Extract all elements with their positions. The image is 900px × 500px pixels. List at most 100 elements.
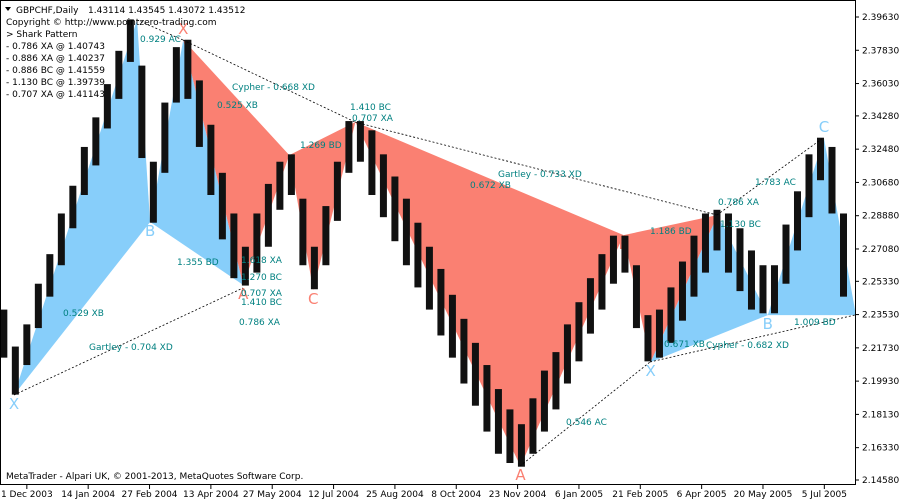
y-tick-label: 2.25330 [862, 277, 899, 287]
annotation: 0.671 XB [664, 340, 705, 350]
price-bar [310, 246, 318, 290]
info-line: - 0.707 XA @ 1.41143 [6, 90, 105, 100]
price-bar [506, 409, 514, 464]
annotation: 1.355 BD [177, 258, 219, 268]
price-bar [575, 302, 583, 362]
menu-arrow[interactable] [5, 7, 11, 11]
annotation: 1.783 AC [755, 178, 796, 188]
price-bar [425, 246, 433, 310]
price-bar [713, 209, 721, 251]
price-bar [161, 102, 169, 173]
price-bar [609, 235, 617, 284]
x-tick-label: 13 Apr 2004 [183, 490, 239, 500]
ratio-lines [13, 19, 856, 467]
info-line: > Shark Pattern [6, 30, 78, 40]
annotation: 1.410 BC [350, 103, 391, 113]
annotation: 1.009 BD [794, 318, 836, 328]
price-bar [253, 213, 261, 273]
y-tick-label: 2.36030 [862, 80, 899, 90]
price-bar [644, 315, 652, 362]
y-tick-label: 2.16330 [862, 444, 899, 454]
price-bar [276, 161, 284, 210]
x-tick-label: 23 Nov 2004 [489, 490, 547, 500]
price-bar [356, 121, 364, 162]
price-bar [126, 19, 134, 62]
info-line: Copyright © http://www.pointzero-trading… [6, 18, 216, 28]
price-bar [368, 130, 376, 195]
price-bar [759, 265, 767, 314]
price-bar [563, 324, 571, 384]
price-bar [402, 198, 410, 266]
price-bar [540, 370, 548, 432]
x-tick-label: 25 Aug 2004 [366, 490, 424, 500]
price-bar [287, 154, 295, 195]
price-bar [552, 352, 560, 410]
y-tick-label: 2.32480 [862, 145, 899, 155]
price-bar [184, 39, 192, 99]
x-tick-label: 6 Apr 2005 [677, 490, 727, 500]
price-bar [34, 283, 42, 329]
symbol-title: GBPCHF,Daily [16, 6, 79, 16]
price-bar [483, 365, 491, 432]
price-bar [448, 294, 456, 358]
y-tick-label: 2.23530 [862, 311, 899, 321]
quote: 1.43114 1.43545 1.43072 1.43512 [88, 6, 245, 16]
annotation: 0.529 XB [63, 309, 104, 319]
harmonic-pattern [650, 214, 768, 363]
price-bar [46, 254, 54, 297]
price-bar [460, 318, 468, 384]
price-bar [736, 228, 744, 292]
price-bar [207, 124, 215, 195]
price-bar [816, 137, 824, 181]
price-bar [793, 191, 801, 251]
price-bar [345, 121, 353, 173]
info-line: - 0.886 XA @ 1.40237 [6, 54, 105, 64]
annotation: Gartley - 0.704 XD [89, 343, 173, 353]
pattern-point-label: A [238, 285, 249, 303]
price-bar [805, 154, 813, 218]
price-bar [690, 235, 698, 297]
price-bar [115, 50, 123, 99]
x-tick-label: 27 May 2004 [243, 490, 302, 500]
annotation: 0.546 AC [566, 418, 607, 428]
annotation: 1.130 BC [720, 220, 761, 230]
y-tick-label: 2.28880 [862, 212, 899, 222]
annotation: 0.707 XA [352, 114, 394, 124]
price-bar [517, 424, 525, 467]
price-bar [80, 146, 88, 195]
pattern-point-label: C [819, 118, 829, 136]
price-bar [770, 265, 778, 314]
y-tick-label: 2.19930 [862, 377, 899, 387]
ratio-line [649, 314, 856, 363]
x-tick-label: 1 Dec 2003 [1, 490, 53, 500]
x-tick-label: 27 Feb 2004 [122, 490, 178, 500]
price-bar [92, 117, 100, 166]
price-bars [0, 19, 847, 467]
price-bar [471, 342, 479, 406]
price-bar [494, 389, 502, 454]
pattern-point-label: C [308, 290, 318, 308]
harmonic-pattern [767, 138, 856, 316]
price-bar [218, 172, 226, 240]
pattern-point-label: B [763, 315, 773, 333]
info-line: - 0.786 XA @ 1.40743 [6, 42, 105, 52]
y-tick-label: 2.18130 [862, 410, 899, 420]
pattern-point-label: X [178, 20, 188, 38]
price-bar [379, 154, 387, 218]
x-tick-label: 21 Feb 2005 [612, 490, 668, 500]
price-bar [839, 213, 847, 297]
annotation: 0.929 AC [140, 35, 181, 45]
price-bar [149, 161, 157, 223]
price-bar [230, 213, 238, 279]
price-bar [23, 324, 31, 366]
pattern-point-label: X [646, 362, 656, 380]
annotation: Cypher - 0.682 XD [706, 341, 789, 351]
annotations: 0.929 AC Cypher - 0.668 XD 0.525 XB 1.41… [63, 35, 836, 428]
price-bar [322, 206, 330, 266]
price-bar [621, 235, 629, 273]
x-tick-label: 20 May 2005 [734, 490, 793, 500]
annotation: 1.410 BC [241, 298, 282, 308]
header: GBPCHF,Daily 1.43114 1.43545 1.43072 1.4… [5, 6, 245, 100]
price-bar [11, 346, 19, 395]
harmonic-pattern [13, 19, 151, 395]
